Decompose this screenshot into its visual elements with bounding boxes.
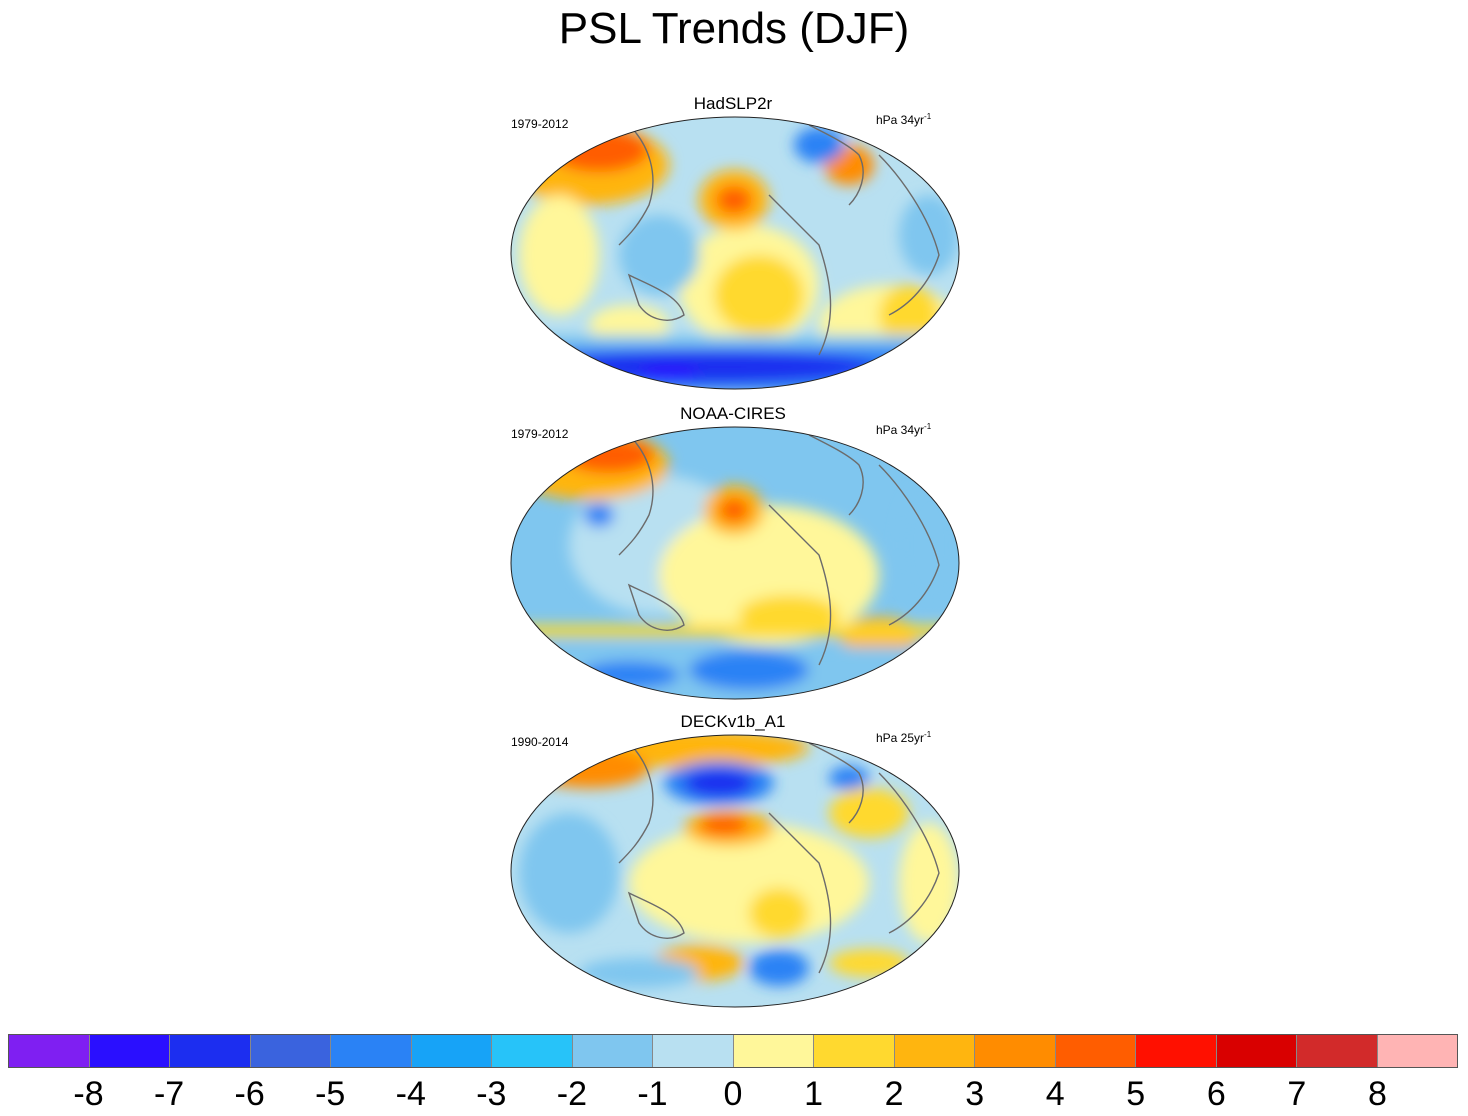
colorbar-swatch bbox=[894, 1035, 975, 1067]
colorbar-tick-label: 1 bbox=[804, 1075, 823, 1113]
colorbar-swatch bbox=[733, 1035, 814, 1067]
colorbar-tick-label: 0 bbox=[723, 1075, 743, 1113]
colorbar-swatch bbox=[1297, 1035, 1378, 1067]
panel-period: 1990-2014 bbox=[511, 735, 569, 749]
map-panel-hadslp2r: HadSLP2r 1979-2012 hPa 34yr-1 bbox=[505, 94, 965, 394]
psl-trend-map bbox=[510, 734, 960, 1008]
colorbar-swatch bbox=[170, 1035, 251, 1067]
colorbar-swatch bbox=[9, 1035, 90, 1067]
colorbar-swatch bbox=[1216, 1035, 1297, 1067]
colorbar-tick-label: 6 bbox=[1206, 1075, 1226, 1113]
psl-trend-map bbox=[510, 116, 960, 390]
colorbar-tick-label: 3 bbox=[965, 1075, 985, 1113]
panel-units: hPa 25yr-1 bbox=[876, 730, 932, 746]
colorbar-tick-label: 8 bbox=[1367, 1075, 1387, 1113]
panel-title: HadSLP2r bbox=[693, 94, 773, 113]
colorbar-swatch bbox=[250, 1035, 331, 1067]
colorbar-swatch bbox=[572, 1035, 653, 1067]
colorbar-swatch bbox=[1136, 1035, 1217, 1067]
colorbar-tick-label: 5 bbox=[1126, 1075, 1146, 1113]
colorbar-tick-label: -3 bbox=[476, 1075, 507, 1113]
colorbar-swatch bbox=[653, 1035, 734, 1067]
colorbar-tick-label: -1 bbox=[637, 1075, 668, 1113]
colorbar-tick-label: -6 bbox=[234, 1075, 265, 1113]
panel-title: DECKv1b_A1 bbox=[680, 712, 786, 731]
colorbar-tick-label: -8 bbox=[73, 1075, 104, 1113]
colorbar-swatch bbox=[411, 1035, 492, 1067]
colorbar-tick-label: 7 bbox=[1287, 1075, 1307, 1113]
colorbar-swatch bbox=[492, 1035, 573, 1067]
panel-period: 1979-2012 bbox=[511, 117, 569, 131]
colorbar-tick-label: 4 bbox=[1045, 1075, 1065, 1113]
colorbar-swatch bbox=[89, 1035, 170, 1067]
colorbar-swatch bbox=[1055, 1035, 1136, 1067]
panel-period: 1979-2012 bbox=[511, 427, 569, 441]
colorbar-tick-label: -5 bbox=[315, 1075, 346, 1113]
colorbar-tick-label: 2 bbox=[884, 1075, 904, 1113]
colorbar-swatch bbox=[975, 1035, 1056, 1067]
panel-units: hPa 34yr-1 bbox=[876, 112, 932, 128]
map-panel-noaa-cires: NOAA-CIRES 1979-2012 hPa 34yr-1 bbox=[505, 404, 965, 704]
colorbar bbox=[8, 1034, 1458, 1068]
figure-title: PSL Trends (DJF) bbox=[558, 4, 910, 53]
panel-units: hPa 34yr-1 bbox=[876, 422, 932, 438]
map-panel-deckv1b-a1: DECKv1b_A1 1990-2014 hPa 25yr-1 bbox=[505, 712, 965, 1012]
panel-title: NOAA-CIRES bbox=[680, 404, 786, 423]
colorbar-swatch bbox=[814, 1035, 895, 1067]
colorbar-tick-label: -7 bbox=[153, 1075, 185, 1113]
colorbar-tick-label: -2 bbox=[556, 1075, 587, 1113]
colorbar-swatch bbox=[1377, 1035, 1457, 1067]
psl-trend-map bbox=[510, 426, 960, 700]
colorbar-tick-label: -4 bbox=[395, 1075, 426, 1113]
colorbar-swatch bbox=[331, 1035, 412, 1067]
